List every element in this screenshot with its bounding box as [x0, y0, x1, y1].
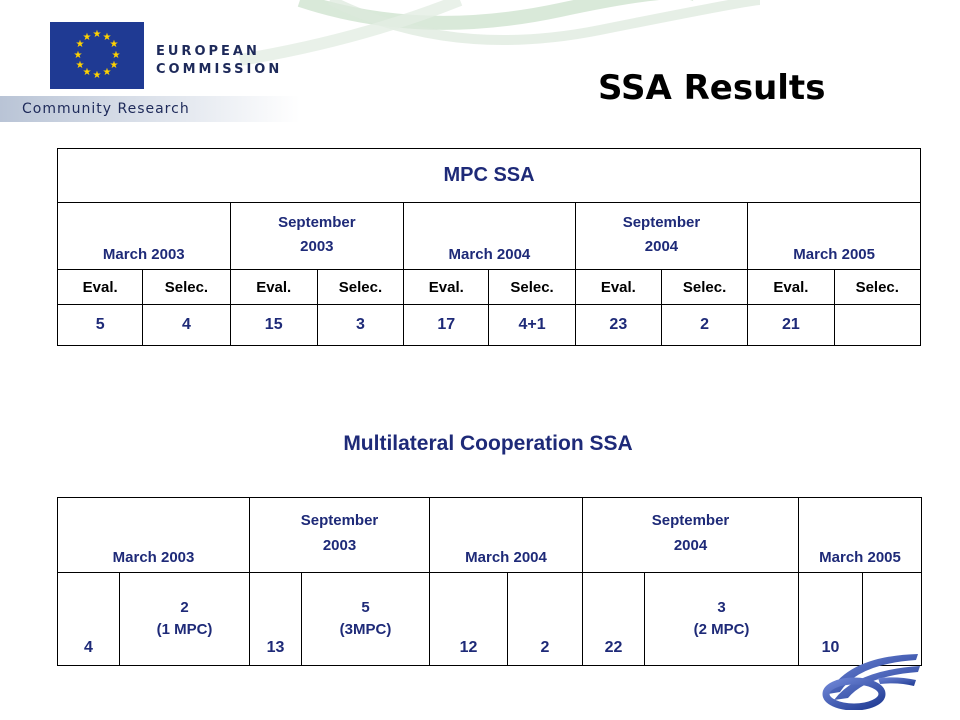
sub-header-cell: Eval. — [574, 269, 662, 305]
multilateral-heading: Multilateral Cooperation SSA — [343, 432, 633, 455]
svg-text:★: ★ — [112, 50, 121, 61]
org-line-2: COMMISSION — [156, 62, 283, 77]
svg-text:★: ★ — [76, 39, 85, 50]
period-header: September 2004 — [582, 497, 799, 573]
value-cell: 4 — [142, 304, 231, 346]
value-cell: 12 — [429, 572, 508, 666]
sub-header-cell: Eval. — [229, 269, 318, 305]
sub-header-cell: Eval. — [56, 269, 144, 305]
value-cell: 5 — [56, 304, 144, 346]
value-cell: 2 (1 MPC) — [119, 572, 250, 666]
sub-header-cell: Selec. — [660, 269, 749, 305]
period-header: September 2003 — [249, 497, 430, 573]
value-cell: 23 — [574, 304, 662, 346]
value-cell: 3 — [316, 304, 405, 346]
value-cell — [862, 572, 922, 666]
value-cell: 4 — [57, 572, 120, 666]
period-header: March 2003 — [57, 497, 250, 573]
community-research-label: Community Research — [22, 101, 190, 117]
period-header: September 2004 — [574, 202, 749, 270]
period-header: March 2005 — [747, 202, 921, 270]
value-cell — [833, 304, 922, 346]
value-cell: 2 — [660, 304, 749, 346]
svg-text:★: ★ — [93, 29, 102, 40]
eu-stars-icon: ★ ★★ ★★★ ★★★ ★★★ — [74, 29, 121, 81]
period-header: March 2003 — [57, 202, 231, 270]
svg-text:★: ★ — [83, 32, 92, 43]
svg-text:★: ★ — [110, 39, 119, 50]
period-header: March 2005 — [798, 497, 922, 573]
org-line-1: EUROPEAN — [156, 44, 260, 59]
decorative-curves — [239, 0, 761, 66]
multilateral-ssa-table: March 2003 September 2003 March 2004 Sept… — [57, 497, 922, 666]
value-cell: 22 — [582, 572, 645, 666]
page-title: SSA Results — [598, 68, 826, 108]
sub-header-cell: Selec. — [488, 269, 576, 305]
period-header: March 2004 — [403, 202, 576, 270]
mpc-ssa-table: MPC SSA March 2003 September 2003 March 2… — [56, 148, 922, 346]
eu-flag-logo: ★ ★ ★ ★ ★ ★ ★ ★ ★ ★ ★ ★ — [50, 22, 144, 89]
sub-header-cell: Selec. — [142, 269, 231, 305]
sub-header-cell: Eval. — [747, 269, 835, 305]
value-cell: 4+1 — [488, 304, 576, 346]
svg-text:★: ★ — [103, 32, 112, 43]
value-cell: 3 (2 MPC) — [644, 572, 799, 666]
value-cell: 15 — [229, 304, 318, 346]
svg-text:★: ★ — [110, 60, 119, 71]
value-cell: 5 (3MPC) — [301, 572, 430, 666]
value-cell: 21 — [747, 304, 835, 346]
value-cell: 17 — [403, 304, 490, 346]
svg-text:★: ★ — [83, 67, 92, 78]
period-header: March 2004 — [429, 497, 583, 573]
sub-header-cell: Selec. — [316, 269, 405, 305]
sub-header-cell: Selec. — [833, 269, 922, 305]
svg-text:★: ★ — [74, 50, 83, 61]
value-cell: 10 — [798, 572, 863, 666]
svg-text:★: ★ — [76, 60, 85, 71]
svg-text:★: ★ — [103, 67, 112, 78]
mpc-table-title: MPC SSA — [57, 148, 921, 203]
svg-text:★: ★ — [93, 70, 102, 81]
fp6-logo-icon — [822, 654, 920, 710]
sub-header-cell: Eval. — [403, 269, 490, 305]
value-cell: 13 — [249, 572, 302, 666]
value-cell: 2 — [507, 572, 583, 666]
period-header: September 2003 — [229, 202, 405, 270]
subtitle-band — [0, 96, 300, 122]
organization-name: EUROPEAN COMMISSION — [156, 43, 282, 79]
